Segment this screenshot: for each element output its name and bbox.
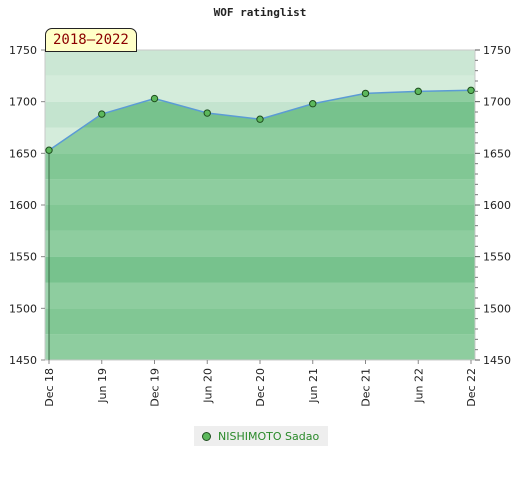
- y-tick-label-left: 1600: [9, 199, 37, 212]
- y-tick-label-right: 1500: [483, 302, 511, 315]
- data-point: [203, 109, 211, 117]
- data-point: [256, 115, 264, 123]
- background-band: [45, 230, 475, 257]
- background-band: [45, 334, 475, 360]
- y-tick-label-right: 1650: [483, 147, 511, 160]
- y-tick-label-left: 1650: [9, 147, 37, 160]
- x-tick-label: Jun 19: [96, 368, 109, 404]
- y-tick-label-right: 1450: [483, 354, 511, 367]
- background-band: [45, 205, 475, 231]
- background-band: [45, 127, 475, 154]
- y-tick-label-left: 1450: [9, 354, 37, 367]
- x-tick-label: Dec 21: [360, 368, 373, 407]
- data-point: [150, 94, 159, 103]
- x-tick-label: Jun 22: [412, 368, 425, 404]
- chart-legend[interactable]: NISHIMOTO Sadao: [194, 426, 328, 446]
- legend-marker-icon: [202, 431, 211, 441]
- data-point: [98, 110, 106, 118]
- background-band: [45, 308, 475, 335]
- background-band: [45, 179, 475, 205]
- y-tick-label-left: 1550: [9, 251, 37, 264]
- y-tick-label-right: 1550: [483, 251, 511, 264]
- y-tick-label-left: 1750: [9, 44, 37, 57]
- period-badge: 2018–2022: [45, 28, 137, 52]
- x-tick-label: Dec 22: [465, 368, 478, 407]
- background-band: [45, 153, 475, 180]
- y-tick-label-right: 1750: [483, 44, 511, 57]
- y-tick-label-right: 1700: [483, 96, 511, 109]
- x-tick-label: Dec 20: [254, 368, 267, 407]
- x-tick-label: Dec 18: [43, 368, 56, 407]
- data-point: [361, 89, 370, 98]
- data-point: [414, 87, 422, 96]
- y-tick-label-left: 1500: [9, 302, 37, 315]
- x-tick-label: Dec 19: [149, 368, 162, 407]
- x-tick-label: Jun 21: [307, 368, 320, 404]
- upper-region: [45, 50, 475, 151]
- x-tick-label: Jun 20: [201, 368, 214, 404]
- chart-title: WOF ratinglist: [213, 6, 307, 19]
- series-line: [48, 89, 475, 151]
- y-tick-label-right: 1600: [483, 199, 511, 212]
- background-band: [45, 256, 475, 283]
- data-point: [467, 86, 475, 95]
- y-tick-label-left: 1700: [9, 96, 37, 109]
- data-point: [45, 146, 53, 154]
- background-band: [45, 282, 475, 309]
- legend-label: NISHIMOTO Sadao: [218, 429, 320, 443]
- series-area: [49, 90, 475, 361]
- data-point: [309, 100, 317, 108]
